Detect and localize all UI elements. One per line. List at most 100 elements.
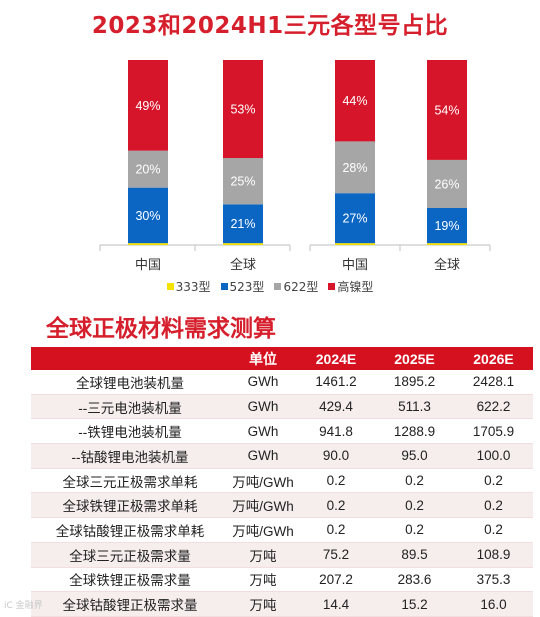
bar-segment-高镍型 xyxy=(223,60,263,159)
bar-segment-622型 xyxy=(427,159,467,208)
row-label: 全球锂电池装机量 xyxy=(31,370,229,395)
bar-segment-高镍型 xyxy=(335,60,375,142)
row-label: 全球铁锂正极需求量 xyxy=(31,567,229,593)
row-label: 全球三元正极需求单耗 xyxy=(31,468,229,494)
table-row: --三元电池装机量 GWh 429.4 511.3 622.2 xyxy=(31,394,533,420)
data-label: 26% xyxy=(434,177,459,191)
bar-segment-333型 xyxy=(128,243,168,245)
legend-label: 333型 xyxy=(175,280,211,294)
table-cell: 0.2 xyxy=(297,492,375,519)
table-cell: 0.2 xyxy=(454,517,533,543)
table-cell: 0.2 xyxy=(375,517,454,543)
data-label: 53% xyxy=(230,103,255,117)
table-row: 全球锂电池装机量 GWh 1461.2 1895.2 2428.1 xyxy=(31,370,533,395)
column-header: 单位 xyxy=(229,347,297,370)
category-label: 中国 xyxy=(135,258,161,273)
legend-item: 622型 xyxy=(274,278,318,295)
row-label: --三元电池装机量 xyxy=(31,394,229,420)
table-cell: 1461.2 xyxy=(297,370,375,395)
table-cell: 1288.9 xyxy=(375,418,454,445)
table-cell: GWh xyxy=(229,418,297,445)
data-label: 30% xyxy=(135,209,160,223)
category-label: 全球 xyxy=(230,257,256,273)
table-cell: 283.6 xyxy=(375,567,454,593)
table-row: 全球三元正极需求量 万吨 75.2 89.5 108.9 xyxy=(31,542,533,568)
table-row: 全球钴酸锂正极需求量 万吨 14.4 15.2 16.0 xyxy=(31,591,533,617)
data-label: 25% xyxy=(230,175,255,189)
legend-item: 333型 xyxy=(166,278,211,295)
table-cell: 0.2 xyxy=(297,517,375,543)
legend-swatch xyxy=(166,283,174,290)
legend-label: 622型 xyxy=(283,280,319,294)
legend-item: 523型 xyxy=(220,278,265,295)
category-label: 中国 xyxy=(342,258,368,273)
table-cell: GWh xyxy=(229,394,297,420)
table-cell: 1705.9 xyxy=(454,418,533,445)
bar-segment-高镍型 xyxy=(128,60,168,151)
bar-segment-622型 xyxy=(128,150,168,188)
legend-item: 高镍型 xyxy=(328,278,373,295)
table-cell: 万吨/GWh xyxy=(229,517,297,543)
chart-legend: 333型 523型 622型 高镍型 xyxy=(0,278,540,295)
demand-table: 单位 2024E 2025E 2026E 全球锂电池装机量 GWh 1461.2 1895.… xyxy=(31,347,533,617)
watermark: iC 金融界 xyxy=(4,601,43,611)
data-label: 19% xyxy=(434,219,459,233)
row-label: --钴酸锂电池装机量 xyxy=(31,443,229,469)
data-label: 21% xyxy=(230,217,255,231)
table-row: --铁锂电池装机量 GWh 941.8 1288.9 1705.9 xyxy=(31,418,533,445)
table-cell: 0.2 xyxy=(454,492,533,519)
data-label: 28% xyxy=(342,161,367,175)
data-label: 27% xyxy=(342,212,367,226)
table-cell: 1895.2 xyxy=(375,370,454,395)
column-header: 2025E xyxy=(375,347,454,370)
legend-swatch xyxy=(274,283,282,290)
table-cell: 375.3 xyxy=(454,567,533,593)
column-header: 2026E xyxy=(454,347,533,370)
row-label: --铁锂电池装机量 xyxy=(31,418,229,445)
stacked-bar-chart: 30% 20% 49% 中国 21% 25% 53% 全球 27% 28% 44% 中国 19% 26% 5… xyxy=(99,60,491,273)
table-cell: 万吨 xyxy=(229,542,297,568)
table-row: 全球铁锂正极需求单耗 万吨/GWh 0.2 0.2 0.2 xyxy=(31,492,533,519)
bar-segment-523型 xyxy=(335,193,375,244)
row-label: 全球钴酸锂正极需求量 xyxy=(31,591,229,617)
data-label: 44% xyxy=(342,94,367,108)
bar-segment-高镍型 xyxy=(427,60,467,160)
table-cell: 941.8 xyxy=(297,418,375,445)
table-cell: 万吨/GWh xyxy=(229,468,297,494)
table-cell: 108.9 xyxy=(454,542,533,568)
legend-label: 523型 xyxy=(229,280,265,294)
column-header xyxy=(31,347,229,370)
bar-segment-333型 xyxy=(335,243,375,245)
data-label: 49% xyxy=(135,99,160,113)
legend-label: 高镍型 xyxy=(337,280,374,294)
table-header-row: 单位 2024E 2025E 2026E xyxy=(31,347,533,370)
table-cell: 95.0 xyxy=(375,443,454,469)
table-cell: 0.2 xyxy=(454,468,533,494)
table-cell: 90.0 xyxy=(297,443,375,469)
bar-segment-523型 xyxy=(427,208,467,244)
bar-segment-523型 xyxy=(223,204,263,244)
table-row: --钴酸锂电池装机量 GWh 90.0 95.0 100.0 xyxy=(31,443,533,469)
chart-title: 2023和2024H1三元各型号占比 xyxy=(91,13,449,39)
data-label: 20% xyxy=(135,163,160,177)
table-cell: GWh xyxy=(229,443,297,469)
table-cell: 0.2 xyxy=(375,468,454,494)
category-label: 全球 xyxy=(434,257,460,273)
legend-swatch xyxy=(220,283,228,290)
table-cell: 15.2 xyxy=(375,591,454,617)
bar-segment-622型 xyxy=(223,158,263,205)
row-label: 全球钴酸锂正极需求单耗 xyxy=(31,517,229,543)
table-title: 全球正极材料需求测算 xyxy=(46,316,276,342)
data-label: 54% xyxy=(434,103,459,117)
bar-segment-622型 xyxy=(335,141,375,194)
table-cell: 万吨 xyxy=(229,567,297,593)
row-label: 全球三元正极需求量 xyxy=(31,542,229,568)
table-cell: 622.2 xyxy=(454,394,533,420)
bar-segment-523型 xyxy=(128,187,168,244)
bar-segment-333型 xyxy=(427,243,467,245)
column-header: 2024E xyxy=(297,347,375,370)
table-cell: 75.2 xyxy=(297,542,375,568)
table-cell: 万吨 xyxy=(229,591,297,617)
table-cell: 14.4 xyxy=(297,591,375,617)
table-cell: 2428.1 xyxy=(454,370,533,395)
